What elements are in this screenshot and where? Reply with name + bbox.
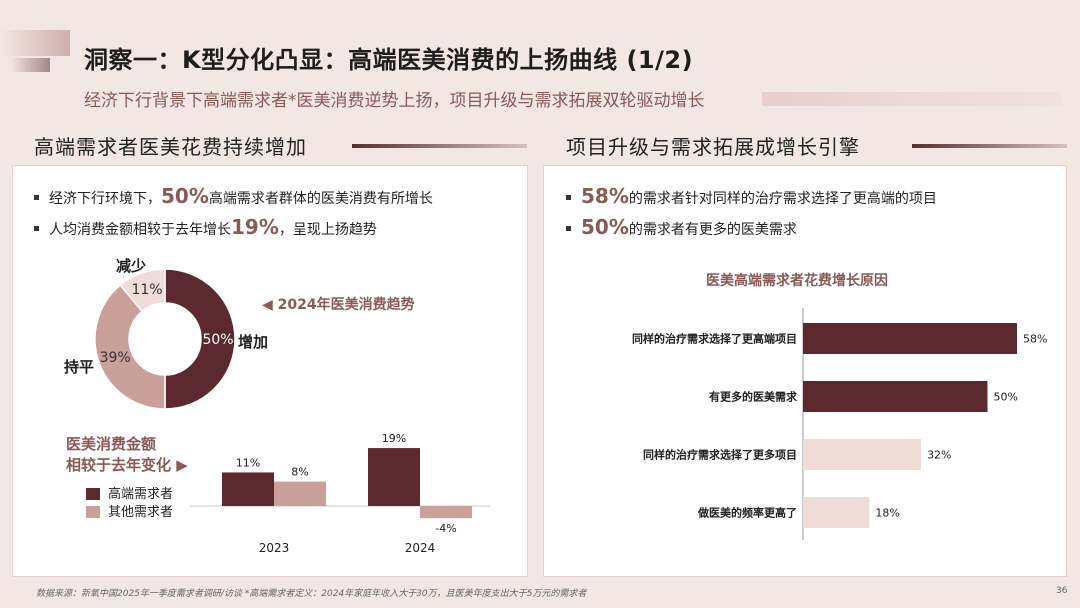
hbar-bar <box>803 323 1017 354</box>
donut-label-increase: 增加 <box>238 333 269 351</box>
left-bullet-2: 人均消费金额相较于去年增长19%，呈现上扬趋势 <box>34 215 377 239</box>
hbar-bar <box>803 381 988 412</box>
hbar-value-label: 58% <box>1023 333 1047 346</box>
legend-title-line: 医美消费金额 <box>66 435 157 453</box>
hbar-bar <box>803 439 922 470</box>
legend-title-line: 相较于去年变化 ▶ <box>66 456 188 474</box>
page-number: 36 <box>1056 586 1068 596</box>
hbar-bar <box>803 497 870 528</box>
hbar-value-label: 18% <box>875 507 899 520</box>
bar-legend-title: 医美消费金额 相较于去年变化 ▶ <box>66 434 188 476</box>
legend-swatch-other <box>86 505 100 518</box>
bullet-highlight: 58% <box>581 184 629 208</box>
legend-swatch-high <box>86 487 100 500</box>
hbar-category-label: 同样的治疗需求选择了更高端项目 <box>632 332 797 346</box>
bullet-highlight: 50% <box>581 215 629 239</box>
bullet-text: 高端需求者群体的医美消费有所增长 <box>208 191 433 207</box>
footer-source: 数据来源：新氧中国2025年一季度需求者调研/访谈 *高端需求者定义：2024年… <box>36 589 587 599</box>
bullet-text: 的需求者有更多的医美需求 <box>628 222 797 238</box>
donut-slice <box>164 268 236 410</box>
right-bullet-1: 58%的需求者针对同样的治疗需求选择了更高端的项目 <box>566 184 937 208</box>
header-decoration <box>0 30 70 56</box>
left-bullet-1: 经济下行环境下，50%高端需求者群体的医美消费有所增长 <box>34 184 433 208</box>
horizontal-bar-chart: 同样的治疗需求选择了更高端项目 58% 有更多的医美需求 50% 同样的治疗需求选择了更… <box>632 308 1047 540</box>
donut-chart: 50% 39% 11% <box>94 268 236 410</box>
bullet-dot <box>566 225 571 231</box>
bullet-text: 的需求者针对同样的治疗需求选择了更高端的项目 <box>628 191 937 207</box>
bullet-text: 经济下行环境下， <box>49 191 161 207</box>
bullet-highlight: 19% <box>231 215 279 239</box>
donut-slice <box>119 268 166 313</box>
hbar-chart-title: 医美高端需求者花费增长原因 <box>706 273 888 289</box>
donut-callout: ◀ 2024年医美消费趋势 <box>262 297 415 313</box>
donut-slice-label: 50% <box>202 332 233 348</box>
left-heading-line <box>352 144 527 148</box>
left-panel-heading: 高端需求者医美花费持续增加 <box>34 135 307 159</box>
hbar-category-label: 做医美的频率更高了 <box>697 506 797 520</box>
column-value-label: 11% <box>236 456 260 469</box>
hbar-category-label: 有更多的医美需求 <box>709 390 798 404</box>
bullet-dot <box>566 194 571 200</box>
right-bullet-2: 50%的需求者有更多的医美需求 <box>566 215 797 239</box>
legend-label: 其他需求者 <box>108 505 174 520</box>
legend-item-other: 其他需求者 <box>86 501 173 520</box>
donut-slice-label: 39% <box>100 350 131 366</box>
bullet-dot <box>34 225 39 231</box>
right-heading-line <box>912 144 1067 148</box>
subtitle-decoration <box>762 92 1062 106</box>
right-panel-heading: 项目升级与需求拓展成增长引擎 <box>566 135 860 159</box>
column-value-label: 8% <box>291 466 308 479</box>
donut-slice-label: 11% <box>131 282 162 298</box>
bullet-text: 人均消费金额相较于去年增长 <box>49 222 231 238</box>
column-chart: 11% 8% 2023 19% -4% 2024 <box>190 432 490 555</box>
legend-item-high: 高端需求者 <box>86 483 173 502</box>
donut-label-flat: 持平 <box>64 358 95 376</box>
legend-label: 高端需求者 <box>108 487 174 502</box>
hbar-value-label: 32% <box>927 449 951 462</box>
column-bar <box>368 448 420 506</box>
column-bar <box>274 481 326 506</box>
page-title: 洞察一：K型分化凸显：高端医美消费的上扬曲线 (1/2) <box>84 46 694 74</box>
bullet-highlight: 50% <box>161 184 209 208</box>
column-bar <box>420 506 472 519</box>
column-value-label: 19% <box>382 432 406 445</box>
column-category-label: 2024 <box>405 541 436 555</box>
bullet-dot <box>34 194 39 200</box>
hbar-category-label: 同样的治疗需求选择了更多项目 <box>643 448 797 462</box>
bullet-text: ，呈现上扬趋势 <box>278 222 377 238</box>
page-subtitle: 经济下行背景下高端需求者*医美消费逆势上扬，项目升级与需求拓展双轮驱动增长 <box>84 91 705 111</box>
donut-label-decrease: 减少 <box>116 257 147 275</box>
column-bar <box>222 472 274 506</box>
hbar-value-label: 50% <box>993 391 1017 404</box>
donut-slice <box>94 284 166 410</box>
column-value-label: -4% <box>435 522 456 535</box>
column-category-label: 2023 <box>259 541 290 555</box>
header-decoration-dark <box>10 58 50 72</box>
